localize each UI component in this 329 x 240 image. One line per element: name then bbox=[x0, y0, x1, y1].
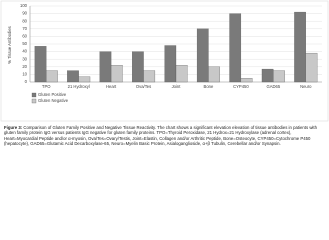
bar bbox=[164, 45, 177, 83]
legend-label: Gluten Negative bbox=[38, 98, 69, 103]
figure: % Tissue Antibodies 0 10 20 30 40 50 60 70 80 90 1… bbox=[0, 0, 329, 146]
y-tick-label: 70 bbox=[22, 26, 27, 31]
bar bbox=[196, 28, 209, 83]
y-tick-label: 30 bbox=[22, 56, 27, 61]
bar bbox=[208, 66, 220, 83]
bar bbox=[273, 70, 285, 83]
bar bbox=[240, 78, 253, 83]
y-tick-label: 20 bbox=[22, 64, 27, 69]
y-tick-label: 90 bbox=[22, 11, 27, 16]
bar bbox=[132, 51, 144, 83]
bar bbox=[143, 70, 156, 83]
bar bbox=[294, 11, 306, 83]
y-axis-label: % Tissue Antibodies bbox=[7, 26, 12, 63]
x-tick-label: Ova/Tes bbox=[136, 84, 151, 89]
bar bbox=[78, 76, 91, 83]
y-tick-label: 0 bbox=[25, 79, 28, 84]
bar bbox=[110, 65, 123, 83]
y-tick-label: 60 bbox=[22, 34, 27, 39]
legend-swatch bbox=[31, 92, 37, 98]
bar bbox=[67, 70, 79, 83]
bar bbox=[261, 68, 274, 83]
x-tick-label: GAD65 bbox=[266, 84, 280, 89]
bar bbox=[99, 51, 112, 83]
legend-swatch bbox=[31, 98, 37, 104]
bar bbox=[175, 65, 188, 83]
x-tick-label: TPO bbox=[42, 84, 51, 89]
bar bbox=[305, 52, 318, 83]
y-tick-label: 40 bbox=[22, 49, 27, 54]
caption-label: Figure 3: bbox=[4, 125, 23, 130]
x-tick-label: Neuro bbox=[300, 84, 312, 89]
x-tick-label: 21 Hydroxyl bbox=[68, 84, 90, 89]
chart: % Tissue Antibodies 0 10 20 30 40 50 60 70 80 90 1… bbox=[0, 0, 329, 122]
x-tick-label: Heart bbox=[106, 84, 117, 89]
y-tick-label: 80 bbox=[22, 18, 27, 23]
caption-text: Comparison of Gluten Family Positive and… bbox=[4, 125, 317, 146]
y-tick-label: 10 bbox=[22, 72, 27, 77]
x-tick-label: Joint bbox=[172, 84, 182, 89]
x-tick-label: CYP450 bbox=[233, 84, 249, 89]
caption: Figure 3: Comparison of Gluten Family Po… bbox=[4, 125, 325, 146]
bar bbox=[34, 46, 47, 83]
y-tick-label: 50 bbox=[22, 41, 27, 46]
bar bbox=[229, 13, 242, 83]
bar bbox=[46, 70, 58, 83]
x-tick-label: Bone bbox=[204, 84, 214, 89]
legend-label: Gluten Positive bbox=[38, 92, 67, 97]
y-tick-label: 100 bbox=[20, 3, 28, 8]
